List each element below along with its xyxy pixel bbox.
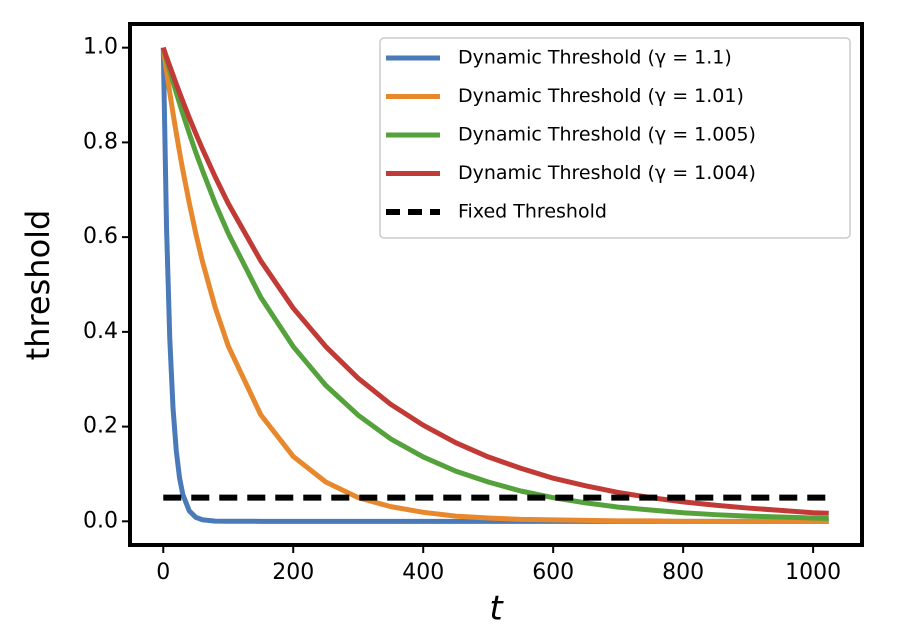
y-tick-label: 0.4 xyxy=(83,319,118,344)
x-tick-label: 200 xyxy=(272,560,314,585)
legend-label: Dynamic Threshold (γ = 1.1) xyxy=(458,47,732,69)
series-line xyxy=(160,46,829,516)
x-tick-label: 0 xyxy=(156,560,170,585)
x-tick-label: 1000 xyxy=(785,560,841,585)
legend-box xyxy=(379,37,851,239)
legend-label: Fixed Threshold xyxy=(458,201,607,223)
y-tick-label: 0.2 xyxy=(83,414,118,439)
plot-frame xyxy=(128,22,864,547)
legend-label: Dynamic Threshold (γ = 1.01) xyxy=(458,85,744,107)
y-tick-label: 0.6 xyxy=(83,224,118,249)
legend-label: Dynamic Threshold (γ = 1.005) xyxy=(458,124,756,146)
x-tick-label: 400 xyxy=(402,560,444,585)
series-line xyxy=(160,47,829,524)
series-line xyxy=(160,47,829,521)
x-tick-label: 800 xyxy=(662,560,704,585)
y-tick-label: 0.0 xyxy=(83,508,118,533)
y-tick-label: 0.8 xyxy=(83,129,118,154)
y-axis-label: threshold xyxy=(19,210,57,361)
y-tick-label: 1.0 xyxy=(83,35,118,60)
x-axis-label: t xyxy=(489,589,504,629)
legend-label: Dynamic Threshold (γ = 1.004) xyxy=(458,162,756,184)
x-tick-label: 600 xyxy=(532,560,574,585)
